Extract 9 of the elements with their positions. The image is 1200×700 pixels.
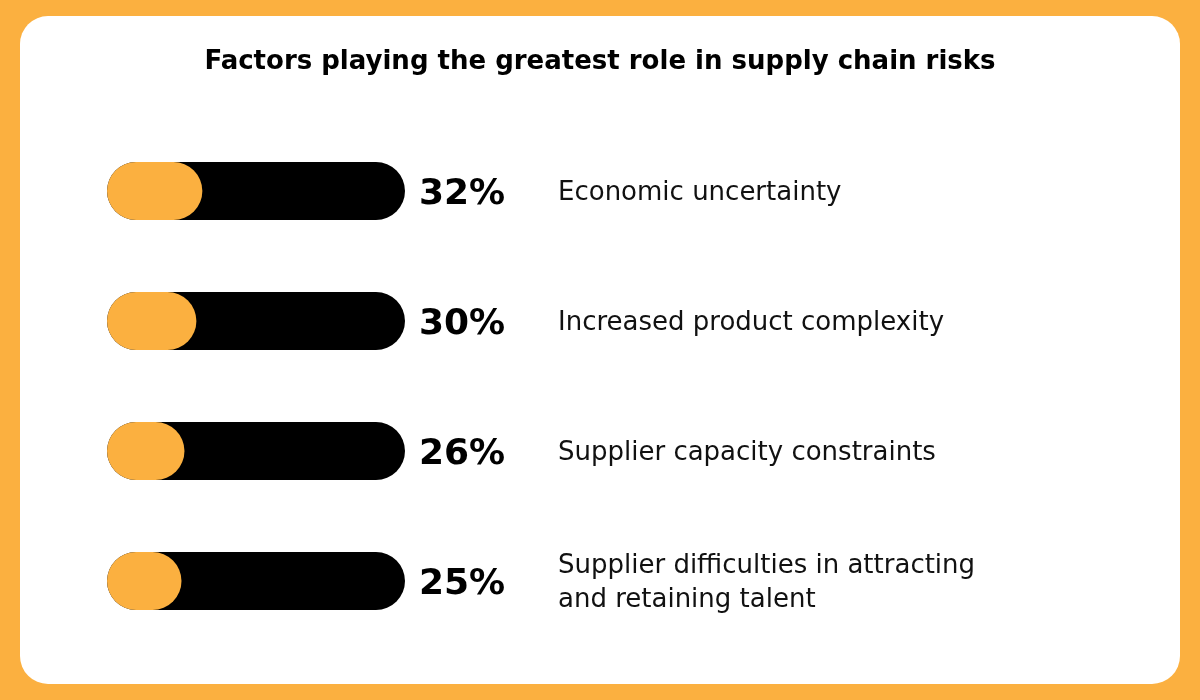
data-label: 30%: [419, 300, 506, 342]
data-label: 25%: [419, 560, 506, 602]
y-tick-label: Supplier difficulties in attracting and retaining talent: [558, 549, 984, 613]
y-tick-label: Increased product complexity: [558, 306, 945, 336]
data-label: 32%: [419, 170, 506, 212]
y-tick-label: Supplier capacity constraints: [558, 436, 936, 466]
data-label: 26%: [419, 430, 506, 472]
y-tick-label: Economic uncertainty: [558, 176, 842, 206]
text: Factors playing the greatest role in supply chain risks: [204, 45, 996, 75]
